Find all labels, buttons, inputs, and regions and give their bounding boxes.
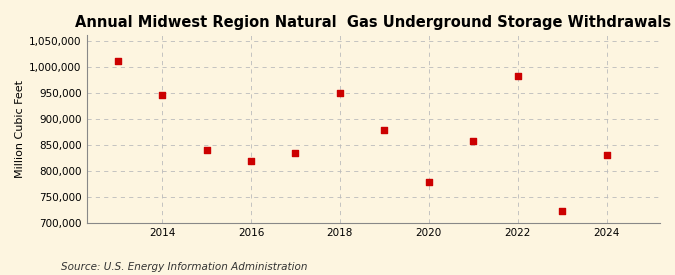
Point <box>557 209 568 213</box>
Point <box>246 158 256 163</box>
Text: Source: U.S. Energy Information Administration: Source: U.S. Energy Information Administ… <box>61 262 307 272</box>
Point <box>379 128 389 133</box>
Point <box>112 59 123 64</box>
Point <box>423 180 434 185</box>
Point <box>290 150 301 155</box>
Point <box>335 90 346 95</box>
Point <box>157 93 167 98</box>
Point <box>468 139 479 143</box>
Point <box>601 153 612 158</box>
Y-axis label: Million Cubic Feet: Million Cubic Feet <box>15 80 25 178</box>
Point <box>201 148 212 152</box>
Point <box>512 73 523 78</box>
Title: Annual Midwest Region Natural  Gas Underground Storage Withdrawals: Annual Midwest Region Natural Gas Underg… <box>75 15 672 30</box>
